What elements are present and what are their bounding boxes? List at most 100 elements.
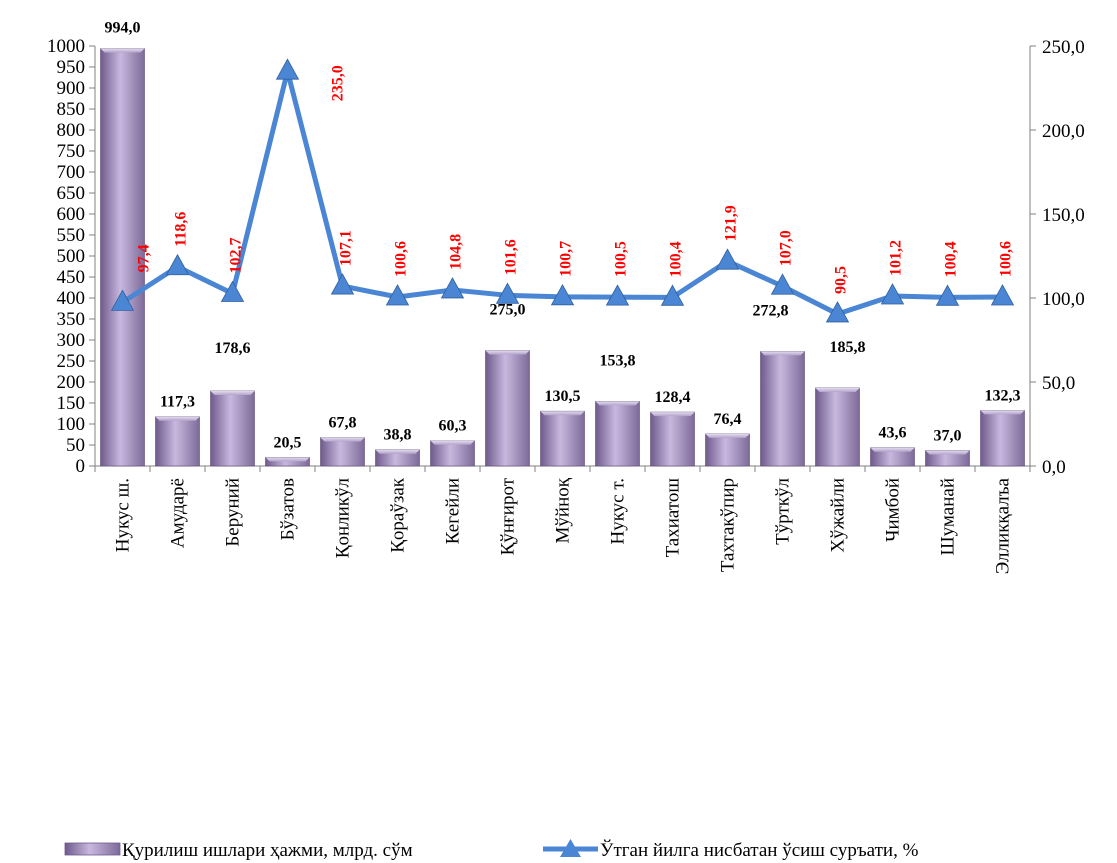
right-tick-label: 100,0	[1042, 289, 1085, 310]
bar-top-bevel	[870, 447, 915, 452]
bar	[815, 387, 860, 467]
bar-value-label: 76,4	[714, 411, 742, 428]
x-category-label: Тахиатош	[663, 478, 684, 558]
left-tick-label: 200	[57, 372, 86, 393]
bar-body	[980, 410, 1025, 467]
left-tick-label: 250	[57, 351, 86, 372]
legend: Қурилиш ишлари ҳажми, млрд. сўм Ўтган йи…	[64, 839, 919, 861]
x-category-label: Чимбой	[883, 478, 904, 542]
bar-value-label: 67,8	[329, 415, 357, 432]
bar-top-bevel	[760, 351, 805, 356]
line-marker	[935, 284, 960, 306]
left-tick-label: 100	[57, 414, 86, 435]
line-value-label: 107,1	[338, 230, 355, 266]
bar-value-label: 994,0	[105, 20, 141, 37]
left-tick-label: 450	[57, 267, 86, 288]
bar-top-bevel	[210, 390, 255, 395]
bar-body	[540, 410, 585, 467]
bar	[375, 449, 420, 467]
left-tick-label: 500	[57, 246, 86, 267]
x-category-label: Бўзатов	[278, 478, 299, 540]
line-value-label: 118,6	[173, 212, 190, 247]
left-tick-label: 700	[57, 162, 86, 183]
line-marker	[495, 282, 520, 304]
bar-top-bevel	[705, 433, 750, 438]
line-value-label: 97,4	[136, 244, 153, 272]
legend-bar-label: Қурилиш ишлари ҳажми, млрд. сўм	[122, 840, 413, 861]
line-value-label: 101,2	[888, 240, 905, 276]
line-marker	[605, 284, 630, 306]
bar-body	[485, 350, 530, 467]
bar-value-label: 43,6	[879, 425, 907, 442]
bar-top-bevel	[595, 401, 640, 406]
line-value-label: 121,9	[723, 205, 740, 241]
bar-top-bevel	[430, 440, 475, 445]
bar-body	[430, 440, 475, 467]
bar	[430, 440, 475, 467]
left-tick-label: 950	[57, 57, 86, 78]
x-category-label: Нукус т.	[608, 478, 629, 545]
line-value-label: 100,6	[393, 241, 410, 277]
left-tick-label: 750	[57, 141, 86, 162]
bar-value-label: 20,5	[274, 434, 302, 451]
left-tick-label: 800	[57, 120, 86, 141]
bar	[705, 433, 750, 467]
legend-line-label: Ўтган йилга нисбатан ўсиш суръати, %	[600, 839, 919, 861]
x-category-label: Беруний	[223, 478, 244, 547]
bar	[595, 401, 640, 467]
bar	[100, 48, 145, 467]
bar-value-label: 37,0	[934, 427, 962, 444]
line-value-label: 104,8	[448, 234, 465, 270]
bar	[540, 410, 585, 467]
bar-value-label: 38,8	[384, 427, 412, 444]
bar	[760, 351, 805, 467]
x-category-label: Элликқалъа	[993, 477, 1014, 574]
line-value-label: 100,4	[668, 241, 685, 277]
bar	[265, 457, 310, 467]
line-value-label: 107,0	[778, 230, 795, 266]
line-marker	[110, 289, 135, 311]
bar	[320, 437, 365, 467]
x-category-label: Амударё	[168, 478, 189, 548]
left-tick-label: 1000	[47, 36, 85, 57]
legend-item-line: Ўтган йилга нисбатан ўсиш суръати, %	[543, 839, 919, 861]
right-tick-label: 250,0	[1042, 37, 1085, 58]
bar-body	[760, 351, 805, 467]
left-tick-label: 550	[57, 225, 86, 246]
line-marker	[715, 248, 740, 270]
line-marker	[440, 277, 465, 299]
left-tick-label: 650	[57, 183, 86, 204]
bar	[155, 416, 200, 467]
left-tick-label: 850	[57, 99, 86, 120]
bar	[650, 411, 695, 467]
bar	[870, 447, 915, 467]
left-tick-label: 0	[76, 456, 86, 477]
x-category-label: Қўнғирот	[498, 477, 519, 555]
line-marker	[990, 284, 1015, 306]
line-marker	[825, 301, 850, 323]
right-tick-label: 50,0	[1042, 373, 1075, 394]
legend-triangle-marker	[560, 839, 581, 857]
bar	[980, 410, 1025, 467]
line-marker	[330, 273, 355, 295]
bar-body	[210, 390, 255, 467]
bar-top-bevel	[265, 457, 310, 462]
bar-top-bevel	[925, 450, 970, 455]
line-marker	[550, 283, 575, 306]
bar	[210, 390, 255, 467]
line-value-label: 100,6	[998, 241, 1015, 277]
bar-top-bevel	[320, 437, 365, 442]
right-tick-label: 150,0	[1042, 205, 1085, 226]
bar-top-bevel	[375, 449, 420, 454]
x-category-label: Тўрткўл	[773, 477, 794, 544]
bar	[485, 350, 530, 467]
x-category-label: Қонликўл	[333, 477, 354, 558]
bar-body	[815, 387, 860, 467]
x-category-label: Қораўзак	[388, 477, 409, 553]
left-tick-label: 50	[66, 435, 85, 456]
bar-value-label: 185,8	[830, 339, 866, 356]
bar-top-bevel	[155, 416, 200, 421]
line-series	[110, 58, 1015, 323]
line-marker	[660, 284, 685, 306]
